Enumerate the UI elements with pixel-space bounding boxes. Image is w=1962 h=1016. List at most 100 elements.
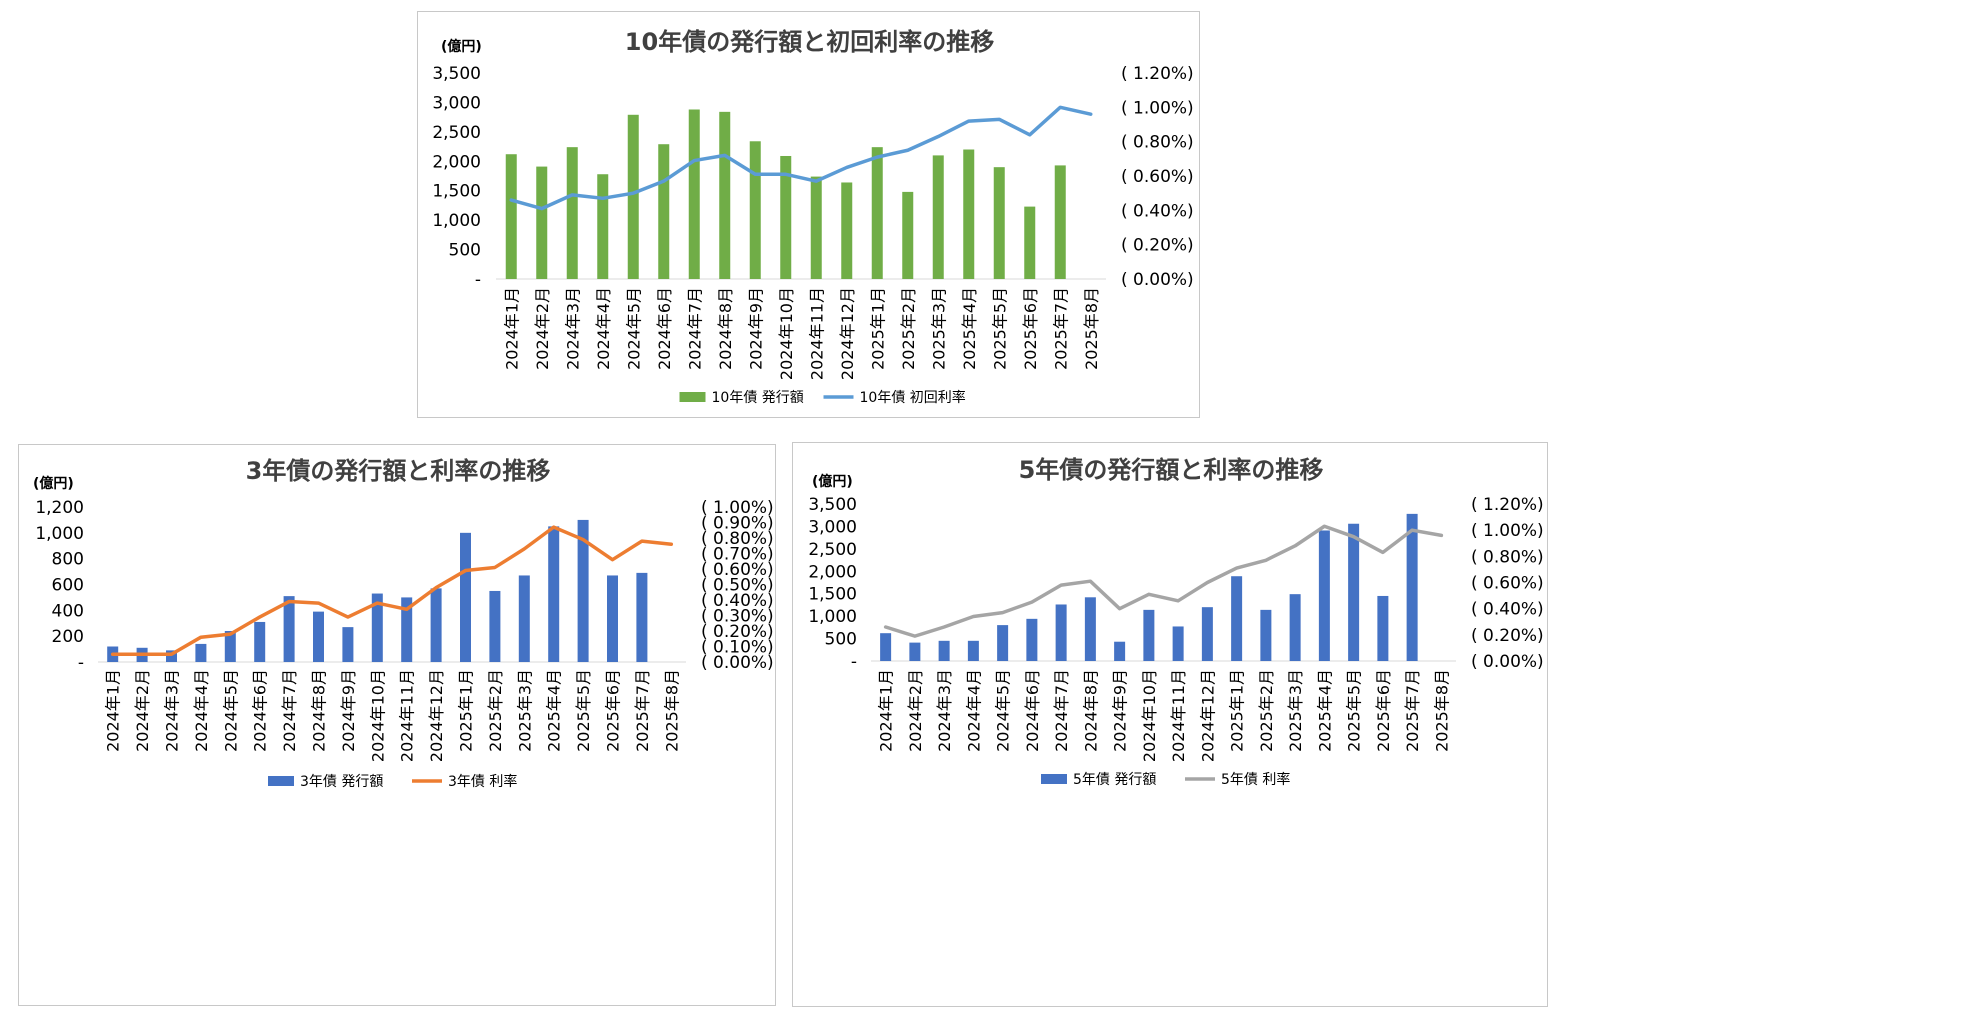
bar [909,642,921,661]
x-tick-label: 2025年3月 [929,287,948,370]
y2-tick-label: ( 0.60%) [701,560,774,580]
bar [489,590,501,662]
x-tick-label: 2025年4月 [1315,669,1334,752]
x-tick-label: 2024年6月 [1023,669,1042,752]
bar [688,109,700,280]
x-tick-label: 2024年4月 [964,669,983,752]
x-tick-label: 2024年4月 [594,287,613,370]
x-tick-label: 2024年8月 [716,287,735,370]
x-tick-label: 2024年10月 [1140,669,1159,762]
y-tick-label: 800 [52,550,84,570]
x-tick-label: 2025年4月 [545,669,564,752]
y2-tick-label: ( 0.20%) [1121,236,1194,256]
y-tick-label: 3,500 [432,64,481,84]
x-tick-label: 2024年2月 [533,287,552,370]
bar [518,575,530,662]
bar [810,176,822,279]
x-tick-label: 2024年8月 [310,669,329,752]
y2-tick-label: ( 0.00%) [1471,652,1544,672]
legend-swatch-bar [268,776,294,786]
x-tick-label: 2025年3月 [1286,669,1305,752]
bar [627,114,639,279]
bar [1201,607,1213,661]
x-tick-label: 2024年2月 [133,669,152,752]
y-tick-label: 1,000 [808,607,857,627]
x-tick-label: 2024年3月 [163,669,182,752]
x-tick-label: 2024年1月 [104,669,123,752]
y-tick-label: 1,500 [432,182,481,202]
x-tick-label: 2025年8月 [662,669,681,752]
x-tick-label: 2024年3月 [935,669,954,752]
y2-tick-label: ( 1.00%) [1471,521,1544,541]
legend-label-line: 10年債 初回利率 [860,389,966,406]
x-tick-label: 2025年3月 [515,669,534,752]
y2-tick-label: ( 0.30%) [701,607,774,627]
bar [166,650,177,662]
x-tick-label: 2024年1月 [877,669,896,752]
x-tick-label: 2025年2月 [486,669,505,752]
x-tick-label: 2024年10月 [368,669,387,762]
bar [224,631,236,662]
y2-tick-label: ( 0.00%) [1121,270,1194,290]
y-tick-label: 3,000 [432,93,481,113]
bar [566,147,578,279]
y2-tick-label: ( 0.20%) [1471,626,1544,646]
bar [880,633,892,661]
y2-tick-label: ( 0.40%) [1121,201,1194,221]
x-tick-label: 2025年2月 [1257,669,1276,752]
y-axis-unit-label: (億円) [812,473,853,490]
y-axis-unit-label: (億円) [33,475,74,492]
y-tick-label: 2,000 [432,152,481,172]
y-tick-label: 600 [52,576,84,596]
x-tick-label: 2024年7月 [280,669,299,752]
chart-3y-svg: 3年債の発行額と利率の推移 (億円) - 200 400 600 800 1,000 1,200… [33,457,774,790]
x-tick-label: 2024年7月 [685,287,704,370]
bar [1406,513,1418,661]
x-tick-label: 2024年7月 [1052,669,1071,752]
y-tick-label: 2,000 [808,562,857,582]
bar [658,144,670,279]
x-tick-label: 2025年1月 [457,669,476,752]
x-tick-label: 2024年5月 [221,669,240,752]
bar [505,154,517,279]
x-tick-label: 2024年11月 [807,287,826,380]
x-tick-label: 2024年12月 [838,287,857,380]
bar [1143,609,1155,661]
y-tick-label: 200 [52,627,84,647]
y2-tick-label: ( 0.70%) [701,545,774,565]
x-tick-label: 2025年6月 [604,669,623,752]
x-tick-label: 2025年7月 [633,669,652,752]
x-tick-label: 2025年5月 [990,287,1009,370]
y2-tick-label: ( 0.90%) [701,514,774,534]
y-tick-label: 500 [825,630,857,650]
chart-title: 3年債の発行額と利率の推移 [246,457,551,485]
bar [577,519,589,662]
bar [967,640,979,661]
y-tick-label: 1,200 [35,498,84,518]
line-series [883,524,1444,638]
bar [1231,576,1243,661]
x-tick-label: 2024年6月 [251,669,270,752]
x-tick-label: 2025年2月 [899,287,918,370]
legend: 3年債 発行額 3年債 利率 [268,773,517,790]
x-tick-label: 2025年7月 [1403,669,1422,752]
y2-tick-label: ( 0.20%) [701,622,774,642]
bar [1084,597,1096,661]
legend: 5年債 発行額 5年債 利率 [1041,771,1290,788]
y2-tick-label: ( 1.20%) [1121,64,1194,84]
y-axis-unit-label: (億円) [441,38,482,55]
x-tick-label: 2025年8月 [1432,669,1451,752]
bar [1289,594,1301,661]
y2-tick-label: ( 1.00%) [701,498,774,518]
legend-label-bar: 5年債 発行額 [1073,772,1156,788]
legend-label-line: 5年債 利率 [1221,771,1290,788]
bar [401,597,413,662]
bar [932,155,944,279]
bar [871,147,883,279]
bar [636,572,648,662]
bar [536,166,548,279]
bar [548,526,560,662]
x-tick-label: 2025年1月 [868,287,887,370]
chart-title: 5年債の発行額と利率の推移 [1019,456,1324,484]
x-tick-label: 2024年8月 [1081,669,1100,752]
